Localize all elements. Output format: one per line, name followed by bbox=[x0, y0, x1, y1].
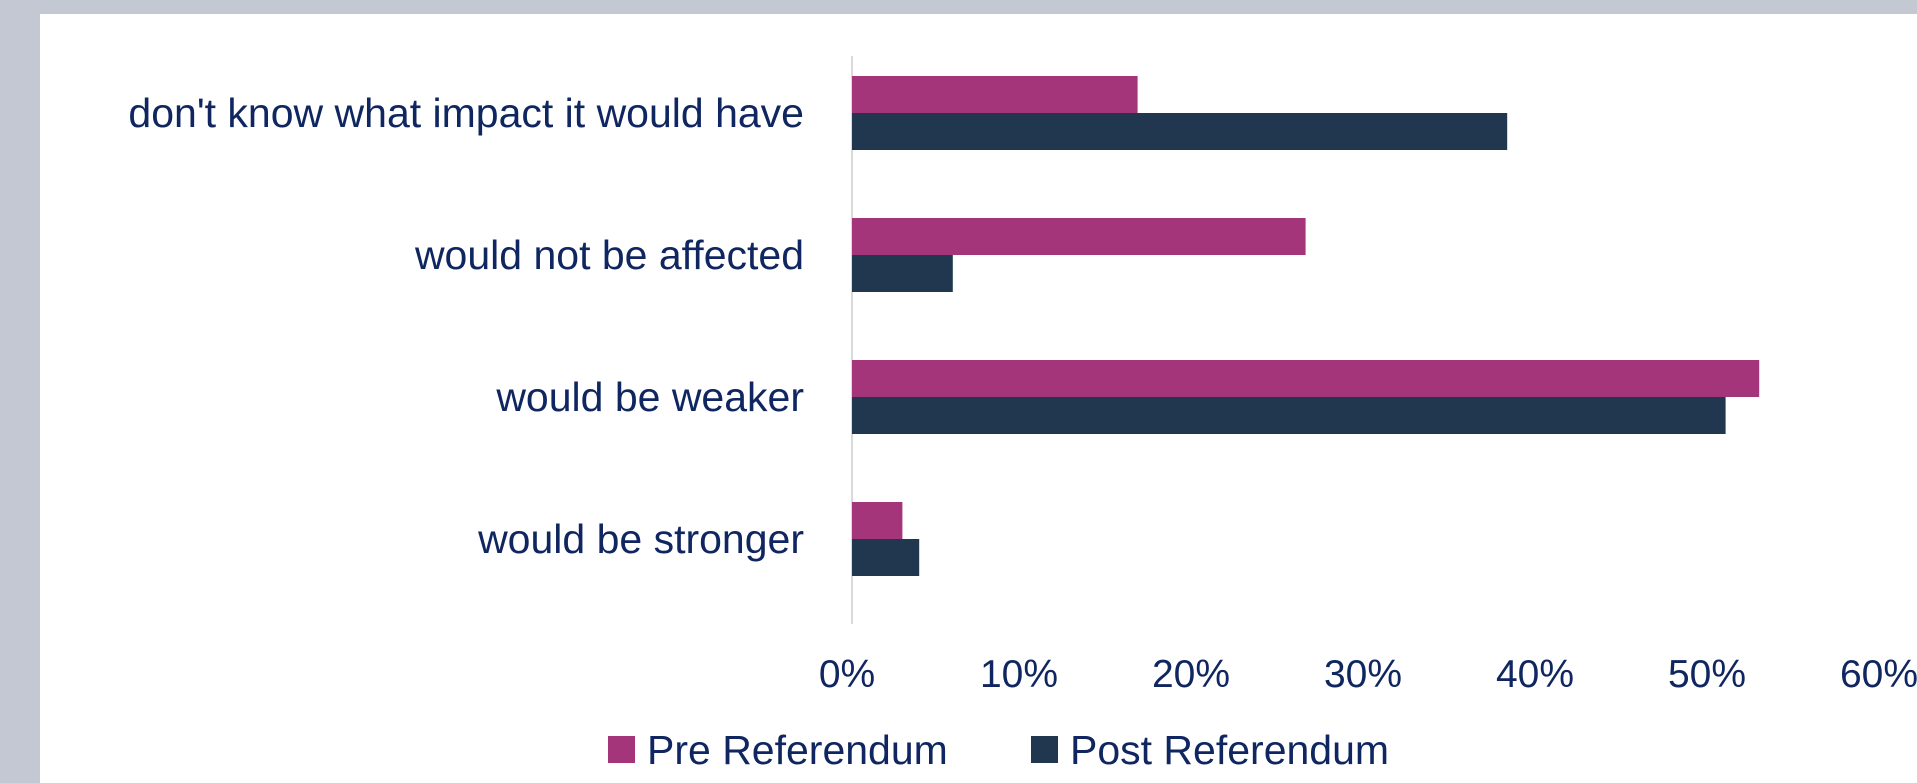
category-label: would not be affected bbox=[414, 232, 804, 278]
legend-label-post: Post Referendum bbox=[1070, 727, 1389, 773]
bar-pre-0 bbox=[852, 76, 1138, 113]
x-tick-label: 40% bbox=[1496, 653, 1574, 696]
bar-post-3 bbox=[852, 539, 920, 576]
bar-post-0 bbox=[852, 113, 1508, 150]
bar-pre-3 bbox=[852, 502, 903, 539]
category-label: would be stronger bbox=[477, 516, 804, 562]
x-tick-label: 0% bbox=[819, 653, 875, 696]
x-tick-label: 30% bbox=[1324, 653, 1402, 696]
category-label: would be weaker bbox=[495, 374, 804, 420]
x-tick-label: 10% bbox=[980, 653, 1058, 696]
bar-pre-1 bbox=[852, 218, 1306, 255]
x-tick-label: 60% bbox=[1840, 653, 1917, 696]
bar-chart: don't know what impact it would have woul… bbox=[128, 56, 1917, 773]
legend-swatch-post bbox=[1031, 736, 1058, 763]
bar-post-1 bbox=[852, 255, 953, 292]
bar-post-2 bbox=[852, 397, 1726, 434]
x-tick-label: 20% bbox=[1152, 653, 1230, 696]
chart-panel: don't know what impact it would have woul… bbox=[40, 14, 1917, 783]
legend-swatch-pre bbox=[608, 736, 635, 763]
bar-pre-2 bbox=[852, 360, 1760, 397]
category-label: don't know what impact it would have bbox=[128, 90, 804, 136]
x-tick-label: 50% bbox=[1668, 653, 1746, 696]
legend-label-pre: Pre Referendum bbox=[647, 727, 948, 773]
